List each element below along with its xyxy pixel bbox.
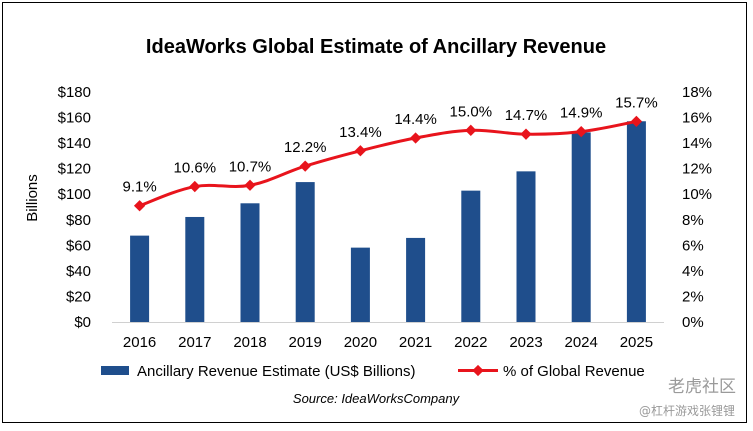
left-tick-label: $160 bbox=[58, 110, 91, 127]
x-tick-label: 2020 bbox=[344, 334, 377, 351]
line-data-label: 9.1% bbox=[122, 179, 156, 196]
x-tick-label: 2017 bbox=[178, 334, 211, 351]
line-data-label: 15.7% bbox=[615, 94, 658, 111]
series-line bbox=[139, 119, 637, 208]
bar bbox=[185, 216, 205, 322]
x-tick-label: 2019 bbox=[289, 334, 322, 351]
line-point bbox=[299, 160, 311, 172]
legend-bar-swatch bbox=[101, 366, 129, 375]
line-data-label: 10.7% bbox=[229, 158, 272, 175]
left-tick-label: $40 bbox=[66, 263, 91, 280]
line-series bbox=[133, 115, 643, 212]
watermark-line1: 老虎社区 bbox=[668, 377, 736, 397]
left-tick-label: $180 bbox=[58, 84, 91, 101]
right-tick-label: 14% bbox=[682, 135, 712, 152]
legend-line-marker bbox=[472, 364, 484, 377]
right-tick-label: 4% bbox=[682, 263, 704, 280]
chart-frame bbox=[2, 2, 747, 423]
source-note: Source: IdeaWorksCompany bbox=[293, 391, 461, 406]
left-tick-label: $120 bbox=[58, 161, 91, 178]
right-axis-ticks: 0% 2% 4% 6% 8% 10% 12% 14% 16% 18% bbox=[682, 84, 712, 331]
right-tick-label: 2% bbox=[682, 288, 704, 305]
line-data-label: 14.4% bbox=[394, 111, 437, 128]
line-point bbox=[133, 200, 146, 212]
line-point bbox=[520, 128, 532, 140]
bar bbox=[626, 121, 646, 322]
right-tick-label: 18% bbox=[682, 84, 712, 101]
x-tick-label: 2021 bbox=[399, 334, 432, 351]
legend-line-label: % of Global Revenue bbox=[503, 363, 645, 380]
right-tick-label: 10% bbox=[682, 186, 712, 203]
left-tick-label: $20 bbox=[66, 288, 91, 305]
bar bbox=[571, 132, 591, 322]
line-data-label: 15.0% bbox=[450, 103, 493, 120]
left-axis-ticks: $0 $20 $40 $60 $80 $100 $120 $140 $160 $180 bbox=[58, 84, 91, 331]
bar bbox=[350, 247, 370, 322]
bar bbox=[295, 182, 315, 322]
watermark-line2: @杠杆游戏张锂锂 bbox=[639, 403, 735, 418]
x-tick-label: 2016 bbox=[123, 334, 156, 351]
left-tick-label: $60 bbox=[66, 237, 91, 254]
bar bbox=[130, 235, 150, 322]
right-tick-label: 6% bbox=[682, 237, 704, 254]
line-data-label: 10.6% bbox=[174, 160, 217, 177]
x-axis-ticks: 2016 2017 2018 2019 2020 2021 2022 2023 2024 2025 bbox=[123, 334, 653, 351]
x-tick-label: 2023 bbox=[509, 334, 542, 351]
bar-series bbox=[130, 121, 646, 322]
left-tick-label: $80 bbox=[66, 212, 91, 229]
bar bbox=[516, 171, 536, 322]
bar bbox=[240, 203, 260, 322]
left-tick-label: $140 bbox=[58, 135, 91, 152]
x-tick-label: 2018 bbox=[233, 334, 266, 351]
x-tick-label: 2024 bbox=[565, 334, 598, 351]
y-axis-label: Billions bbox=[24, 174, 41, 222]
line-data-labels: 9.1% 10.6% 10.7% 12.2% 13.4% 14.4% 15.0% 14.7% 1… bbox=[122, 94, 657, 195]
line-data-label: 14.9% bbox=[560, 105, 603, 122]
left-tick-label: $0 bbox=[74, 314, 91, 331]
right-tick-label: 16% bbox=[682, 110, 712, 127]
right-tick-label: 8% bbox=[682, 212, 704, 229]
right-tick-label: 0% bbox=[682, 314, 704, 331]
watermark: 老虎社区 @杠杆游戏张锂锂 bbox=[639, 377, 736, 418]
legend: Ancillary Revenue Estimate (US$ Billions… bbox=[101, 363, 645, 380]
line-data-label: 14.7% bbox=[505, 107, 548, 124]
left-tick-label: $100 bbox=[58, 186, 91, 203]
right-tick-label: 12% bbox=[682, 161, 712, 178]
x-tick-label: 2022 bbox=[454, 334, 487, 351]
line-point bbox=[465, 124, 477, 136]
line-point bbox=[244, 179, 256, 191]
x-tick-label: 2025 bbox=[620, 334, 653, 351]
line-data-label: 12.2% bbox=[284, 139, 327, 156]
bar bbox=[406, 237, 426, 322]
line-data-label: 13.4% bbox=[339, 124, 382, 141]
line-point bbox=[354, 145, 367, 157]
line-point bbox=[189, 180, 201, 193]
chart-title: IdeaWorks Global Estimate of Ancillary R… bbox=[146, 36, 606, 58]
line-point bbox=[409, 132, 422, 144]
legend-bar-label: Ancillary Revenue Estimate (US$ Billions… bbox=[137, 363, 415, 380]
bar bbox=[461, 190, 481, 322]
